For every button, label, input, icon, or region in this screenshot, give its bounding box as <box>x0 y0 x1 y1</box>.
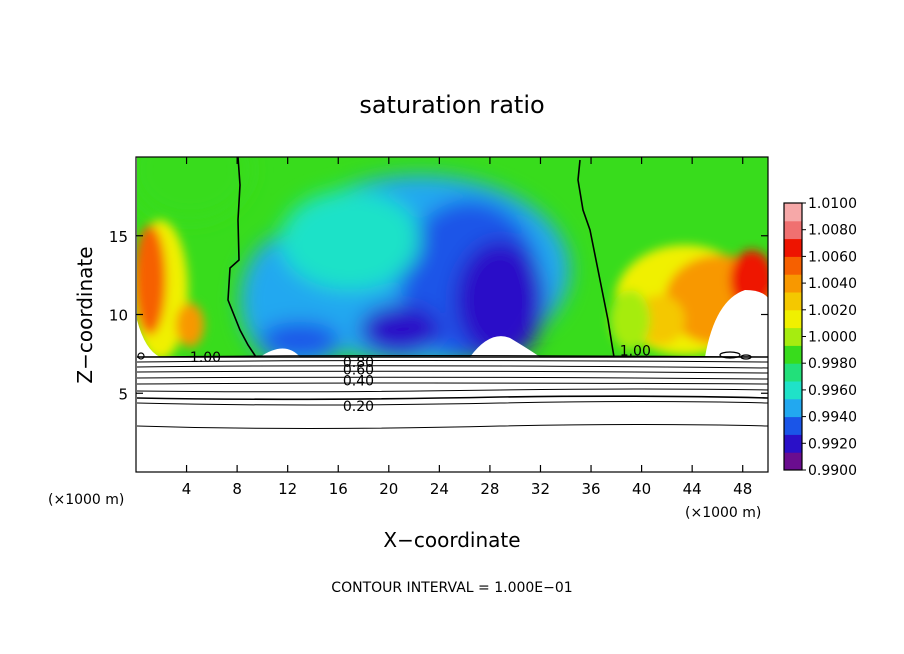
contour-label: 0.20 <box>343 399 374 415</box>
y-tick-label: 15 <box>109 228 128 246</box>
chart-title: saturation ratio <box>359 91 544 119</box>
x-tick-label: 36 <box>581 480 600 498</box>
x-tick-label: 24 <box>430 480 449 498</box>
x-tick-label: 48 <box>733 480 752 498</box>
colorbar-label: 0.9960 <box>808 383 857 399</box>
y-tick-label: 5 <box>118 385 128 403</box>
colorbar-swatch <box>784 256 802 275</box>
x-tick-label: 28 <box>480 480 499 498</box>
contour-label: 0.80 <box>343 355 374 371</box>
contour-lines-upper <box>227 156 615 358</box>
colorbar-label: 1.0000 <box>808 330 857 346</box>
y-axis-label: Z−coordinate <box>73 246 97 383</box>
colorbar-label: 1.0020 <box>808 303 857 319</box>
colorbar-swatch <box>784 327 802 346</box>
colorbar-swatch <box>784 274 802 293</box>
contour-interval-note: CONTOUR INTERVAL = 1.000E−01 <box>331 580 572 596</box>
contour-label: 0.60 <box>343 363 374 379</box>
colorbar-label: 1.0100 <box>808 196 857 212</box>
contour-lines-lower <box>136 355 769 429</box>
x-axis-label: X−coordinate <box>383 528 520 552</box>
colorbar-label: 0.9900 <box>808 463 857 479</box>
x-unit-right: (×1000 m) <box>685 505 761 521</box>
colorbar-swatch <box>784 398 802 418</box>
colorbar-label: 0.9980 <box>808 356 857 372</box>
x-tick-label: 4 <box>182 480 192 498</box>
y-tick-label: 10 <box>109 307 128 325</box>
colorbar-label: 1.0040 <box>808 276 857 292</box>
colorbar-swatch <box>784 434 802 453</box>
contour-label: 1.00 <box>190 350 221 366</box>
colorbar-label: 1.0060 <box>808 249 857 265</box>
colorbar-swatch <box>784 238 802 257</box>
contour-label: 1.00 <box>620 344 651 360</box>
colorbar-swatch <box>784 363 802 382</box>
colorbar-swatch <box>784 203 802 222</box>
x-tick-label: 40 <box>632 480 651 498</box>
contour-labels: 1.00 1.00 0.800.600.40 0.20 <box>190 344 651 415</box>
colorbar-swatch <box>784 345 802 364</box>
x-tick-label: 32 <box>531 480 550 498</box>
colorbar-label: 0.9920 <box>808 436 857 452</box>
colorbar-swatch <box>784 292 802 311</box>
contour-label: 0.40 <box>343 374 374 390</box>
colorbar-swatch <box>784 416 802 435</box>
colorbar-swatch <box>784 452 802 471</box>
x-tick-label: 12 <box>278 480 297 498</box>
x-axis: 4 8 12 16 20 24 28 32 36 40 44 48 <box>182 157 752 498</box>
colorbar-swatch <box>784 309 802 329</box>
colorbar-swatch <box>784 220 802 240</box>
x-tick-label: 16 <box>329 480 348 498</box>
x-tick-label: 20 <box>379 480 398 498</box>
colorbar: 1.0100 1.0080 1.0060 1.0040 1.0020 1.0000 0.99… <box>783 196 857 479</box>
x-tick-label: 44 <box>683 480 702 498</box>
contour-islands <box>137 351 752 360</box>
x-tick-label: 8 <box>232 480 242 498</box>
x-unit-left: (×1000 m) <box>48 492 124 508</box>
colorbar-label: 1.0080 <box>808 223 857 239</box>
colorbar-label: 0.9940 <box>808 410 857 426</box>
y-axis: 5 10 15 <box>109 228 768 403</box>
heatmap-field <box>137 157 768 357</box>
colorbar-swatch <box>784 381 802 400</box>
